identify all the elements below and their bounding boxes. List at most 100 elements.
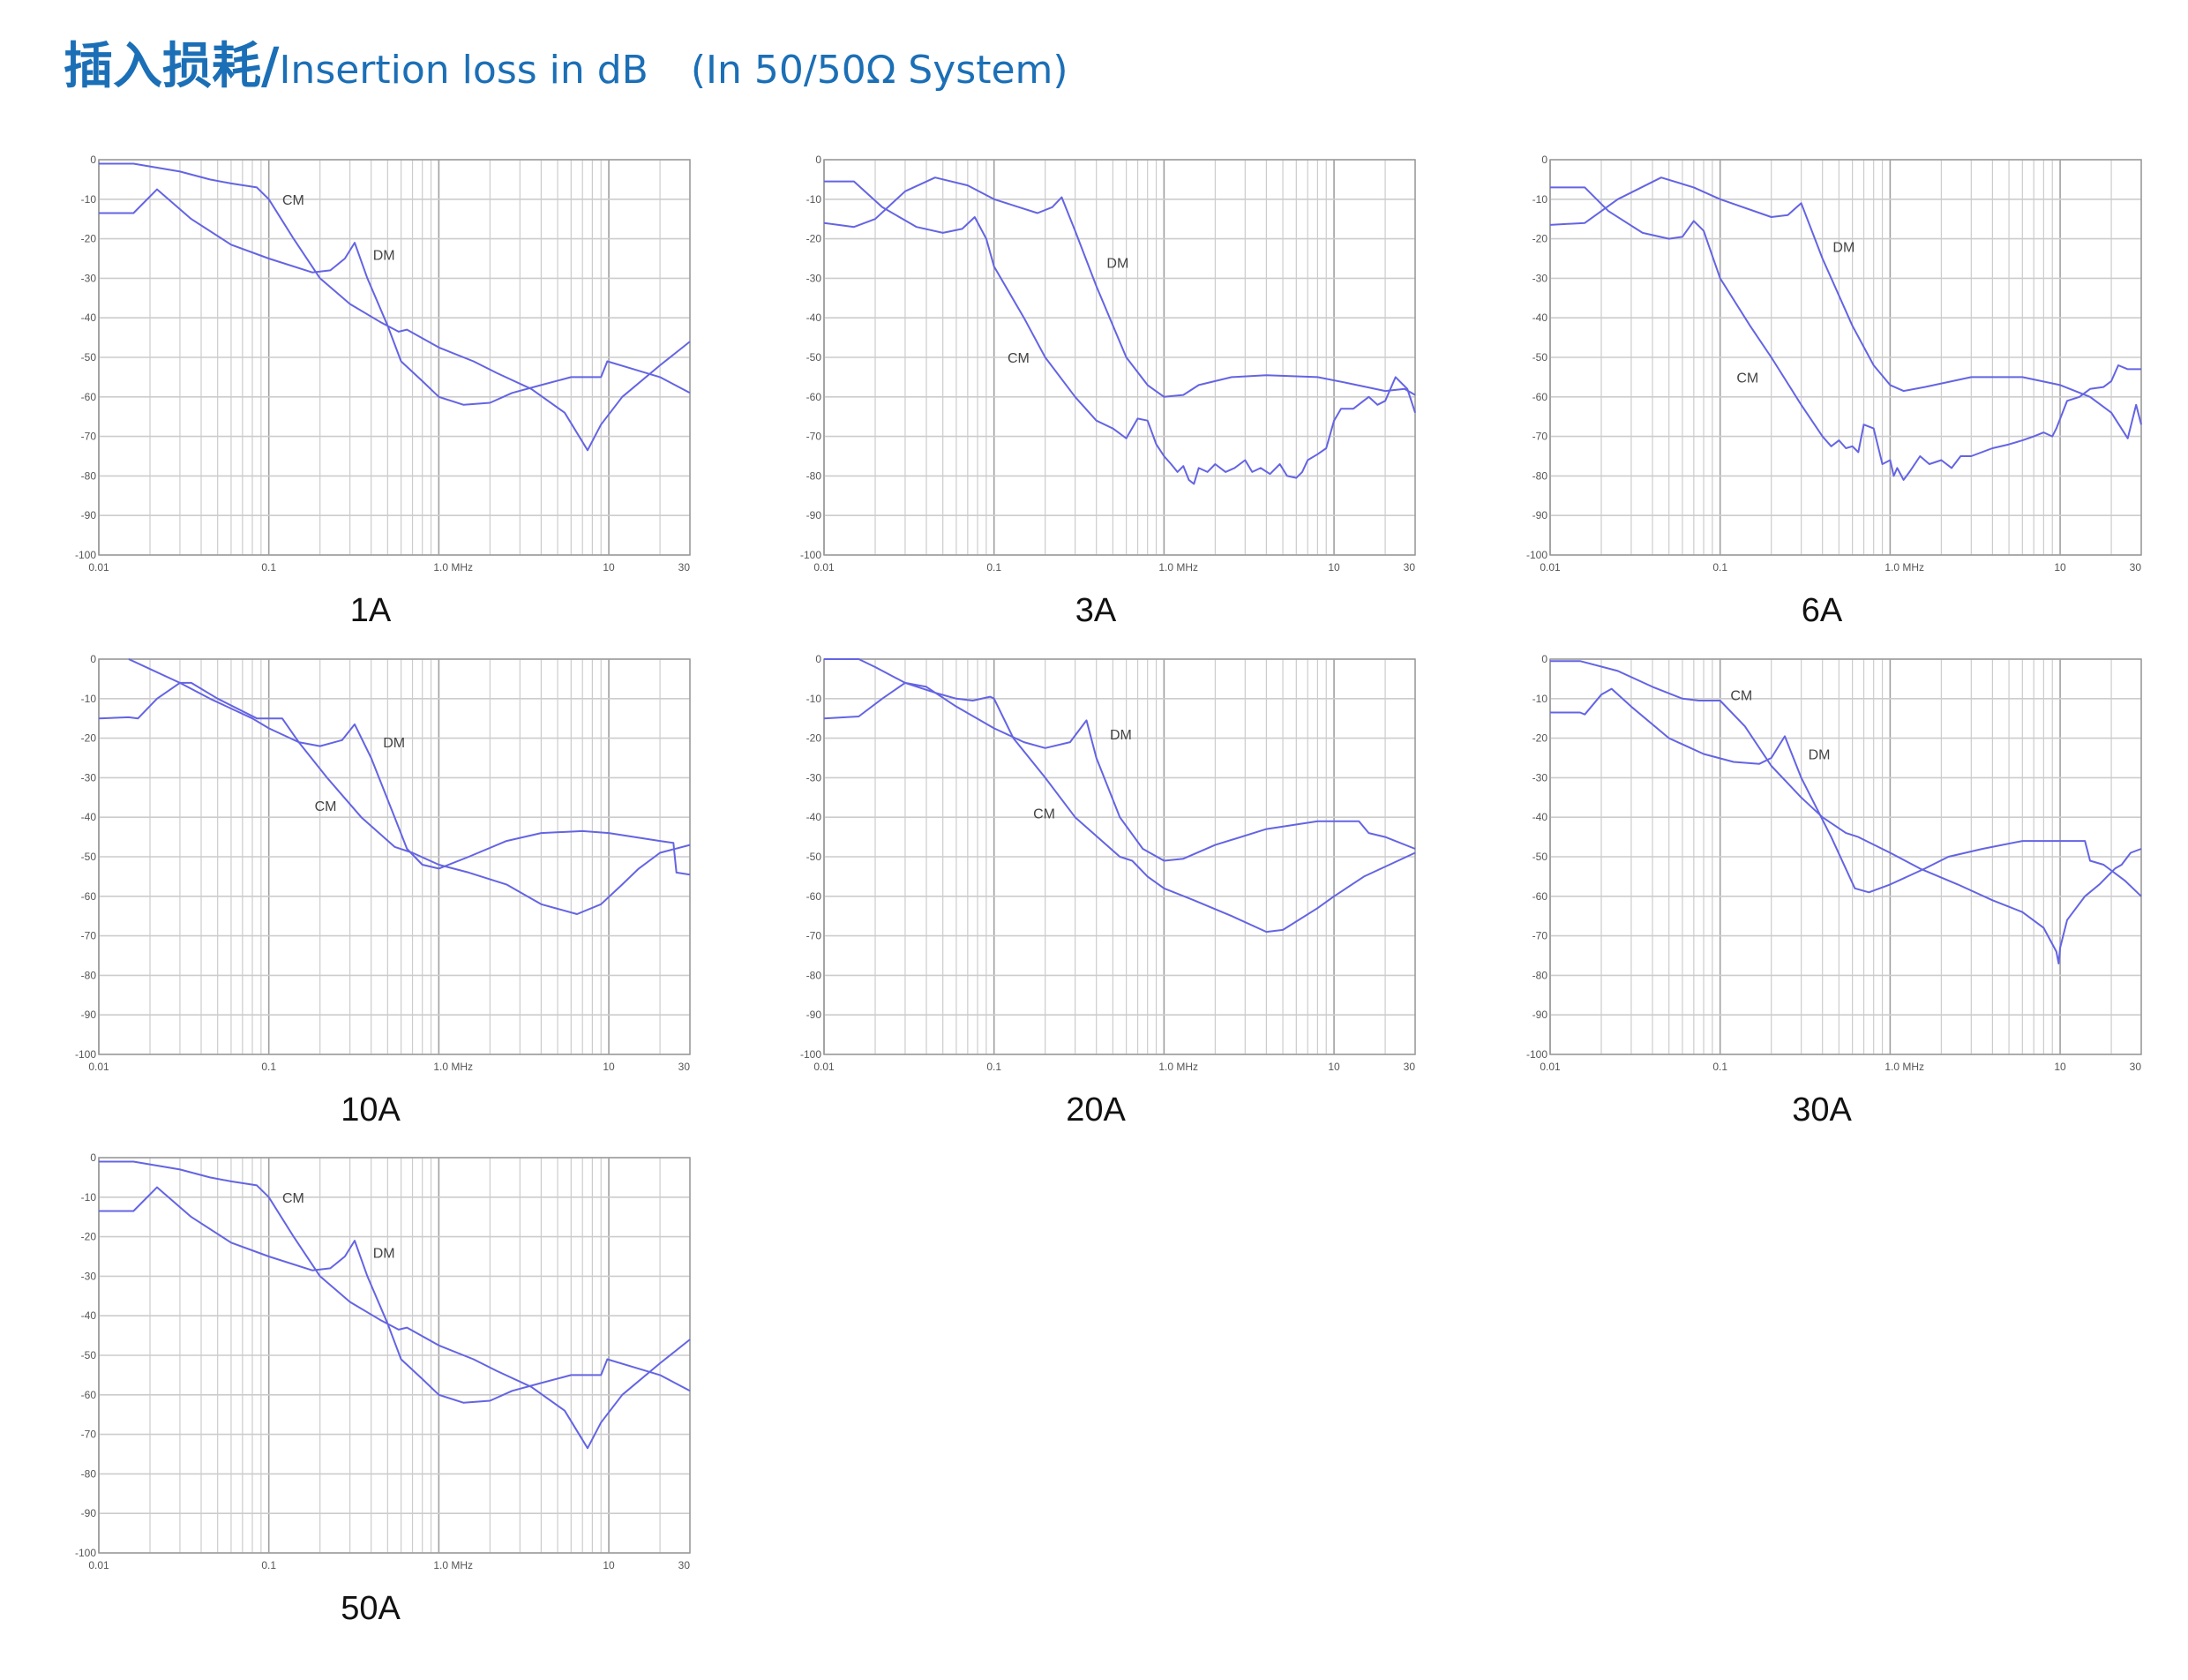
y-tick-label: -40 — [806, 811, 822, 823]
y-tick-label: -40 — [806, 311, 822, 324]
x-tick-label: 10 — [1328, 561, 1340, 574]
y-tick-label: -30 — [81, 1270, 97, 1282]
series-label-dm: DM — [373, 249, 395, 264]
x-tick-label: 0.1 — [1712, 561, 1727, 574]
x-tick-label: 0.01 — [88, 561, 109, 574]
series-line-cm — [99, 1160, 691, 1450]
y-tick-label: -70 — [806, 431, 822, 443]
x-tick-label: 1.0 MHz — [1158, 561, 1198, 574]
y-tick-label: 0 — [1541, 653, 1547, 665]
series-label-cm: CM — [1033, 807, 1055, 822]
plot-frame — [1549, 658, 2142, 1055]
y-tick-label: -90 — [81, 1507, 97, 1519]
plot-frame — [98, 159, 691, 556]
y-tick-label: -50 — [806, 351, 822, 364]
y-tick-label: -100 — [800, 1048, 821, 1061]
y-tick-label: -30 — [806, 771, 822, 784]
chart-1a: 0 -10 -20 -30 -40 -50 -60 -70 -80 -90 -100 0.01 0.1 1… — [53, 153, 706, 647]
y-tick-label: -90 — [1532, 1009, 1548, 1021]
y-tick-label: 0 — [815, 653, 821, 665]
y-tick-label: -60 — [1532, 391, 1548, 403]
plot-frame — [823, 658, 1416, 1055]
title-english: Insertion loss in dB — [279, 48, 648, 93]
y-tick-label: -60 — [806, 391, 822, 403]
y-tick-label: -90 — [1532, 509, 1548, 521]
x-tick-label: 1.0 MHz — [433, 1559, 473, 1571]
plot-frame — [823, 159, 1416, 556]
y-tick-label: -30 — [1532, 771, 1548, 784]
y-tick-label: -20 — [81, 233, 97, 245]
y-tick-label: -40 — [81, 311, 97, 324]
x-tick-label: 30 — [678, 1061, 691, 1073]
y-tick-label: -90 — [81, 1009, 97, 1021]
series-label-cm: CM — [282, 1191, 304, 1206]
series-label-cm: CM — [282, 193, 304, 208]
y-tick-label: -30 — [81, 272, 97, 284]
x-tick-label: 0.1 — [261, 561, 276, 574]
y-tick-label: -40 — [81, 1309, 97, 1322]
chart-caption: 1A — [349, 592, 392, 629]
x-tick-label: 0.01 — [1540, 1061, 1561, 1073]
series-line-dm — [1550, 687, 2142, 897]
y-tick-label: -20 — [1532, 233, 1548, 245]
y-tick-label: -10 — [81, 193, 97, 206]
y-tick-label: -10 — [806, 193, 822, 206]
x-tick-label: 0.1 — [986, 1061, 1001, 1073]
chart-6a: 0 -10 -20 -30 -40 -50 -60 -70 -80 -90 -100 0.01 0.1 1… — [1504, 153, 2157, 647]
y-tick-label: -50 — [1532, 351, 1548, 364]
series-line-cm — [824, 658, 1416, 934]
y-tick-label: -60 — [1532, 890, 1548, 903]
y-tick-label: -50 — [1532, 851, 1548, 863]
series-label-cm: CM — [1730, 688, 1752, 703]
x-tick-label: 0.01 — [813, 1061, 835, 1073]
y-tick-label: -20 — [806, 732, 822, 745]
x-tick-label: 0.1 — [261, 1061, 276, 1073]
y-tick-label: -10 — [1532, 693, 1548, 705]
y-tick-label: -100 — [1526, 549, 1547, 561]
y-tick-label: -40 — [1532, 811, 1548, 823]
series-line-cm — [99, 162, 691, 452]
chart-caption: 10A — [341, 1091, 401, 1129]
y-tick-label: -20 — [806, 233, 822, 245]
series-label-dm: DM — [1832, 241, 1855, 256]
series-line-cm — [98, 681, 691, 915]
y-tick-label: -80 — [81, 469, 97, 482]
y-tick-label: -100 — [75, 549, 96, 561]
chart-20a: 0 -10 -20 -30 -40 -50 -60 -70 -80 -90 -100 0.01 0.1 1… — [778, 652, 1431, 1146]
y-tick-label: -90 — [806, 509, 822, 521]
x-tick-label: 30 — [1404, 561, 1416, 574]
series-line-dm — [1549, 176, 2142, 439]
title-chinese: 插入损耗/ — [64, 38, 280, 95]
y-tick-label: -50 — [81, 1349, 97, 1361]
x-tick-label: 10 — [2054, 1061, 2066, 1073]
x-tick-label: 0.1 — [986, 561, 1001, 574]
chart-caption: 20A — [1066, 1091, 1126, 1129]
y-tick-label: 0 — [1541, 154, 1547, 166]
y-tick-label: -20 — [81, 1231, 97, 1243]
x-tick-label: 10 — [603, 1061, 615, 1073]
y-tick-label: -10 — [81, 1191, 97, 1204]
series-line-dm — [99, 188, 691, 406]
y-tick-label: -80 — [1532, 469, 1548, 482]
y-tick-label: -70 — [1532, 930, 1548, 942]
y-tick-label: -20 — [81, 732, 97, 745]
y-tick-label: -30 — [806, 272, 822, 284]
series-label-cm: CM — [1736, 371, 1758, 386]
series-label-dm: DM — [373, 1247, 395, 1262]
title-system: (In 50/50Ω System) — [690, 48, 1068, 93]
series-label-dm: DM — [383, 736, 405, 751]
series-label-cm: CM — [315, 799, 337, 814]
series-label-dm: DM — [1106, 256, 1128, 271]
x-tick-label: 0.01 — [1540, 561, 1561, 574]
plot-frame — [98, 1157, 691, 1554]
y-tick-label: -80 — [806, 469, 822, 482]
y-tick-label: -40 — [81, 811, 97, 823]
x-tick-label: 0.01 — [88, 1559, 109, 1571]
y-tick-label: -90 — [806, 1009, 822, 1021]
series-label-dm: DM — [1809, 748, 1831, 763]
